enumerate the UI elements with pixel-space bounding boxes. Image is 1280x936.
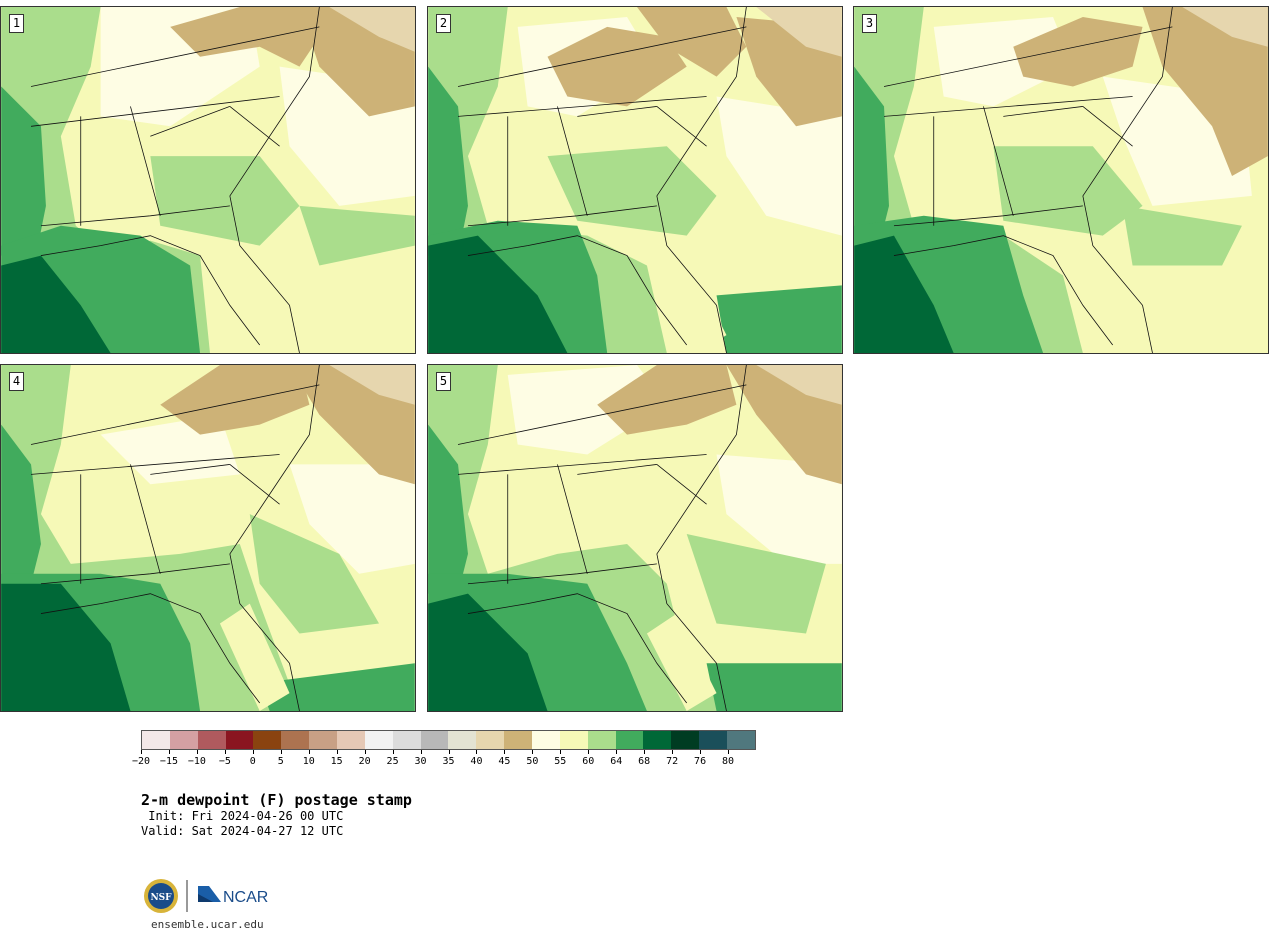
nsf-logo-icon: NSF xyxy=(144,879,178,913)
colorbar-swatch-20 xyxy=(699,731,728,749)
colorbar-swatch-4 xyxy=(253,731,282,749)
ensemble-member-map-5: 5 xyxy=(427,364,843,712)
member-number-label: 1 xyxy=(9,14,24,33)
colorbar-swatch-19 xyxy=(671,731,700,749)
member-number-label: 2 xyxy=(436,14,451,33)
colorbar-tick-label: 76 xyxy=(694,756,707,767)
colorbar-swatch-14 xyxy=(532,731,560,749)
colorbar-swatch-11 xyxy=(448,731,477,749)
figure-title: 2-m dewpoint (F) postage stamp xyxy=(141,791,412,809)
dewpoint-map-5 xyxy=(428,365,842,711)
colorbar-swatch-15 xyxy=(559,731,588,749)
ensemble-member-map-4: 4 xyxy=(0,364,416,712)
colorbar-swatch-1 xyxy=(169,731,198,749)
colorbar-swatch-10 xyxy=(420,731,449,749)
ensemble-member-map-1: 1 xyxy=(0,6,416,354)
colorbar-tick-label: −10 xyxy=(187,756,206,767)
member-number-label: 5 xyxy=(436,372,451,391)
colorbar-tick-label: 45 xyxy=(498,756,511,767)
colorbar-swatch-21 xyxy=(727,731,755,749)
member-number-label: 4 xyxy=(9,372,24,391)
colorbar-tick-label: 35 xyxy=(442,756,455,767)
member-number-label: 3 xyxy=(862,14,877,33)
init-time: Init: Fri 2024-04-26 00 UTC xyxy=(141,809,344,823)
ncar-logo-icon: NCAR xyxy=(198,886,268,906)
nsf-ncar-logo: NSF NCAR xyxy=(144,879,268,913)
colorbar-tick-label: −5 xyxy=(218,756,231,767)
dewpoint-map-2 xyxy=(428,7,842,353)
svg-text:NSF: NSF xyxy=(150,893,172,903)
colorbar-tick-label: 68 xyxy=(638,756,651,767)
dewpoint-map-4 xyxy=(1,365,415,711)
colorbar-swatch-0 xyxy=(142,731,170,749)
colorbar-swatch-5 xyxy=(281,731,310,749)
colorbar-tick-label: 0 xyxy=(249,756,256,767)
colorbar-tick-label: 20 xyxy=(358,756,371,767)
colorbar-swatch-3 xyxy=(225,731,254,749)
colorbar-swatch-2 xyxy=(197,731,226,749)
colorbar-tick-label: 30 xyxy=(414,756,427,767)
colorbar-swatch-13 xyxy=(504,731,533,749)
valid-time: Valid: Sat 2024-04-27 12 UTC xyxy=(141,824,344,838)
colorbar-swatch-17 xyxy=(615,731,644,749)
colorbar-tick-label: 80 xyxy=(722,756,735,767)
dewpoint-map-1 xyxy=(1,7,415,353)
dewpoint-colorbar xyxy=(141,730,756,750)
colorbar-tick-label: −20 xyxy=(131,756,151,767)
ensemble-member-map-3: 3 xyxy=(853,6,1269,354)
colorbar-swatch-12 xyxy=(476,731,505,749)
ensemble-member-map-2: 2 xyxy=(427,6,843,354)
colorbar-tick-label: 60 xyxy=(582,756,595,767)
colorbar-tick-label: 25 xyxy=(386,756,399,767)
colorbar-tick-label: 50 xyxy=(526,756,539,767)
colorbar-swatch-18 xyxy=(643,731,672,749)
colorbar-tick-label: −15 xyxy=(159,756,178,767)
colorbar-swatch-9 xyxy=(392,731,421,749)
colorbar-tick-label: 40 xyxy=(470,756,483,767)
website-url: ensemble.ucar.edu xyxy=(151,918,264,931)
colorbar-tick-label: 15 xyxy=(330,756,343,767)
colorbar-swatch-7 xyxy=(337,731,365,749)
colorbar-swatch-6 xyxy=(309,731,338,749)
colorbar-tick-label: 5 xyxy=(277,756,284,767)
colorbar-tick-label: 10 xyxy=(302,756,315,767)
dewpoint-map-3 xyxy=(854,7,1268,353)
colorbar-tick-label: 55 xyxy=(554,756,567,767)
colorbar-swatch-8 xyxy=(364,731,393,749)
colorbar-tick-label: 72 xyxy=(666,756,679,767)
colorbar-tick-label: 64 xyxy=(610,756,623,767)
colorbar-tick-labels: −20 −15 −10 −5 0 5 10 15 20 25 30 35 40 45 50 55 60 64 68 7… xyxy=(132,750,756,770)
colorbar-swatch-16 xyxy=(587,731,616,749)
svg-text:NCAR: NCAR xyxy=(223,889,268,906)
